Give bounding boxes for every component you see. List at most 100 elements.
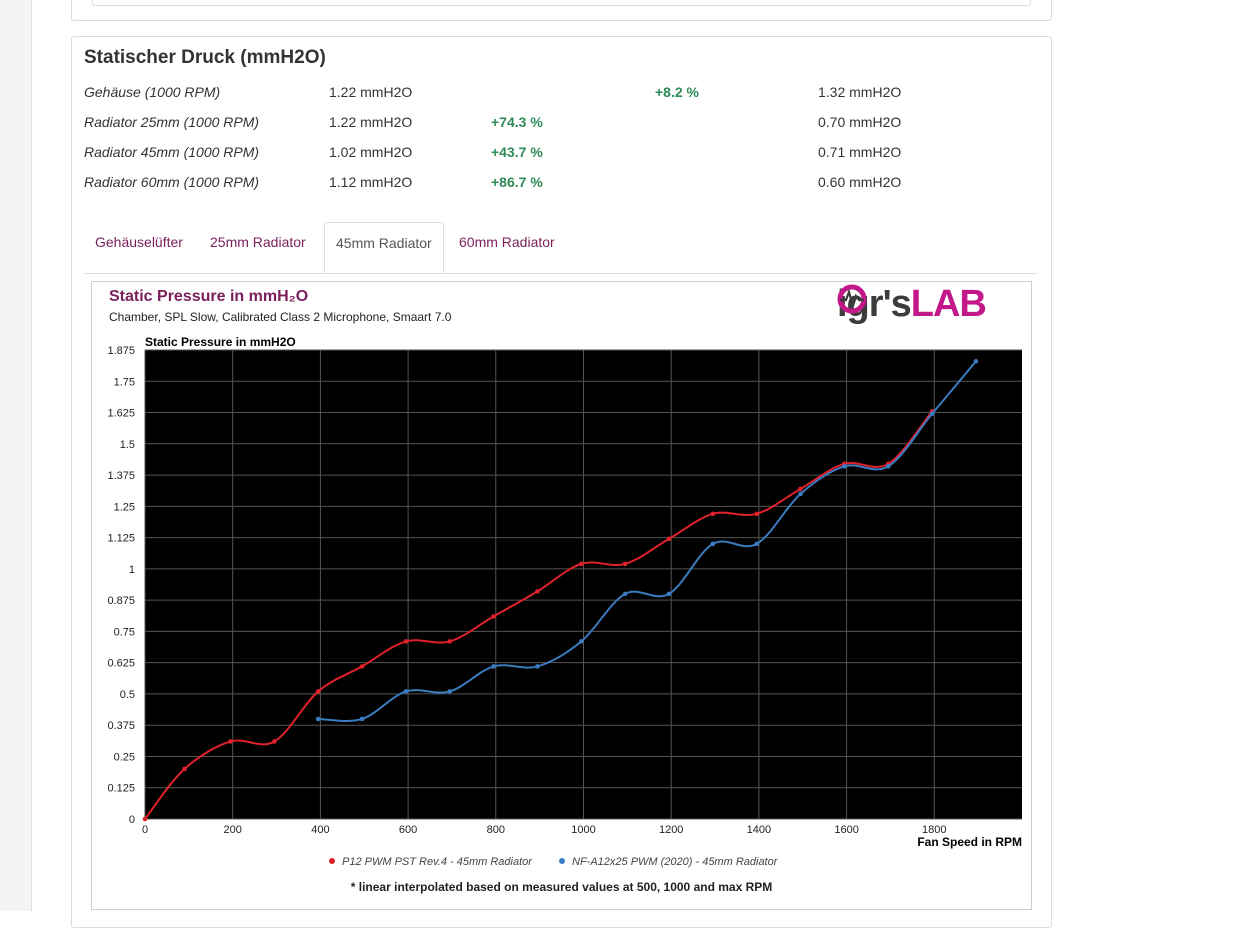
- series-point-1: [754, 511, 760, 517]
- y-tick-label: 0.125: [107, 783, 135, 795]
- y-tick-label: 1: [129, 564, 135, 576]
- series-point-1: [182, 766, 187, 772]
- series-point-1: [710, 511, 716, 517]
- series-point-2: [798, 491, 803, 497]
- x-tick-label: 600: [399, 824, 417, 836]
- series-point-2: [754, 541, 760, 547]
- y-tick-label: 1.625: [107, 408, 135, 420]
- x-tick-label: 400: [311, 824, 329, 836]
- y-tick-label: 0.625: [107, 658, 135, 670]
- series-point-2: [491, 664, 496, 669]
- chart-title: Static Pressure in mmH₂O: [109, 288, 309, 305]
- logo-text-lab: LAB: [910, 283, 987, 325]
- x-tick-label: 800: [487, 824, 505, 836]
- series-point-2: [666, 591, 672, 597]
- logo-o-icon: [837, 284, 867, 314]
- chart-tabs: Gehäuselüfter 25mm Radiator 45mm Radiato…: [84, 222, 1037, 274]
- x-tick-label: 1600: [834, 824, 858, 836]
- stat-value-secondary: 0.70 mmH2O: [818, 114, 902, 130]
- series-point-2: [622, 591, 628, 597]
- tab-45mm-radiator[interactable]: 45mm Radiator: [324, 222, 444, 273]
- legend-label-1: P12 PWM PST Rev.4 - 45mm Radiator: [342, 856, 533, 868]
- y-tick-label: 0.5: [120, 689, 135, 701]
- x-tick-label: 0: [142, 824, 148, 836]
- legend-marker-1: [329, 858, 335, 864]
- previous-panel: [71, 0, 1052, 21]
- stat-percent: +8.2 %: [655, 84, 699, 100]
- stat-row-radiator-25: Radiator 25mm (1000 RPM) 1.22 mmH2O +74.…: [72, 114, 1051, 134]
- series-point-1: [666, 536, 672, 542]
- x-axis-title: Fan Speed in RPM: [917, 835, 1022, 849]
- chart-subtitle: Chamber, SPL Slow, Calibrated Class 2 Mi…: [109, 310, 452, 324]
- page-left-gutter: [0, 0, 32, 911]
- stat-row-case: Gehäuse (1000 RPM) 1.22 mmH2O +8.2 % 1.3…: [72, 84, 1051, 104]
- stat-value-primary: 1.02 mmH2O: [329, 144, 413, 160]
- y-tick-label: 0.375: [107, 720, 135, 732]
- x-tick-label: 1000: [571, 824, 595, 836]
- stat-label: Gehäuse (1000 RPM): [84, 84, 221, 100]
- series-point-2: [973, 358, 979, 364]
- legend-marker-2: [559, 858, 565, 864]
- x-tick-label: 200: [224, 824, 242, 836]
- stat-percent: +43.7 %: [491, 144, 543, 160]
- stat-label: Radiator 45mm (1000 RPM): [84, 144, 260, 160]
- tab-gehaeuseluefter[interactable]: Gehäuselüfter: [95, 234, 183, 250]
- series-point-1: [535, 589, 540, 594]
- logo-text-rs: r's: [868, 283, 912, 325]
- chart-footnote: * linear interpolated based on measured …: [350, 880, 773, 894]
- stat-label: Radiator 60mm (1000 RPM): [84, 174, 260, 190]
- series-point-1: [142, 816, 148, 822]
- y-tick-label: 1.125: [107, 533, 135, 545]
- series-point-1: [491, 614, 496, 619]
- stat-row-radiator-60: Radiator 60mm (1000 RPM) 1.12 mmH2O +86.…: [72, 174, 1051, 194]
- stat-value-primary: 1.22 mmH2O: [329, 84, 413, 100]
- stat-percent: +86.7 %: [491, 174, 543, 190]
- y-tick-label: 0.75: [114, 626, 135, 638]
- y-tick-label: 1.875: [107, 345, 135, 357]
- stat-value-secondary: 0.71 mmH2O: [818, 144, 902, 160]
- series-point-2: [403, 689, 409, 694]
- tab-25mm-radiator[interactable]: 25mm Radiator: [210, 234, 306, 250]
- stat-value-primary: 1.22 mmH2O: [329, 114, 413, 130]
- x-tick-label: 1200: [659, 824, 683, 836]
- series-point-1: [579, 561, 584, 567]
- chart-container: Static Pressure in mmH₂O Chamber, SPL Sl…: [91, 281, 1032, 910]
- series-point-1: [315, 689, 321, 694]
- series-point-2: [710, 541, 716, 547]
- y-tick-label: 1.5: [120, 439, 135, 451]
- series-point-2: [447, 689, 453, 694]
- series-point-2: [885, 464, 891, 469]
- panel-title: Statischer Druck (mmH2O): [84, 47, 326, 68]
- y-tick-label: 1.75: [114, 376, 135, 388]
- series-point-1: [798, 486, 803, 492]
- series-point-2: [579, 639, 584, 644]
- series-point-1: [403, 639, 409, 644]
- x-tick-label: 1400: [747, 824, 771, 836]
- stat-value-secondary: 1.32 mmH2O: [818, 84, 902, 100]
- igorslab-logo: ig r'sLAB: [837, 283, 987, 325]
- y-tick-label: 0.25: [114, 751, 135, 763]
- stat-row-radiator-45: Radiator 45mm (1000 RPM) 1.02 mmH2O +43.…: [72, 144, 1051, 164]
- tab-60mm-radiator[interactable]: 60mm Radiator: [459, 234, 555, 250]
- y-tick-label: 1.375: [107, 470, 135, 482]
- series-point-1: [622, 561, 628, 567]
- series-point-2: [315, 716, 321, 722]
- y-tick-label: 1.25: [114, 501, 135, 513]
- static-pressure-chart: 0 200 400 600 800 1000 1200 1400 1600 1800 0 0.125 0…: [107, 335, 1022, 868]
- series-point-2: [842, 464, 847, 469]
- x-tick-label: 1800: [922, 824, 946, 836]
- series-point-2: [359, 716, 365, 722]
- series-point-1: [228, 739, 233, 744]
- series-line-2: [318, 360, 977, 722]
- previous-panel-inner: [92, 0, 1031, 6]
- y-tick-label: 0: [129, 814, 135, 826]
- legend-label-2: NF-A12x25 PWM (2020) - 45mm Radiator: [572, 856, 779, 868]
- stat-value-secondary: 0.60 mmH2O: [818, 174, 902, 190]
- y-axis-title: Static Pressure in mmH2O: [145, 335, 296, 349]
- stat-label: Radiator 25mm (1000 RPM): [84, 114, 260, 130]
- y-tick-label: 0.875: [107, 595, 135, 607]
- series-point-2: [929, 411, 935, 417]
- stat-value-primary: 1.12 mmH2O: [329, 174, 413, 190]
- series-point-2: [535, 664, 540, 669]
- series-point-1: [447, 639, 453, 644]
